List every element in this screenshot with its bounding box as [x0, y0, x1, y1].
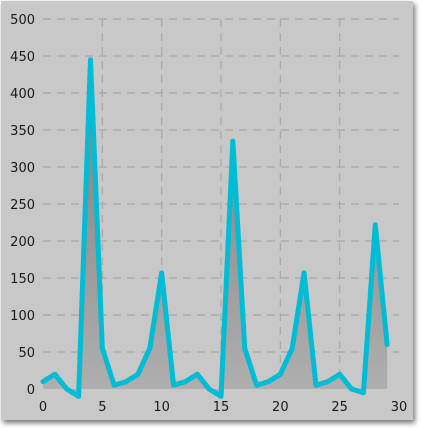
y-tick-label: 50	[18, 346, 35, 361]
y-tick-label: 0	[27, 383, 35, 398]
y-tick-label: 300	[10, 161, 35, 176]
x-tick-label: 25	[331, 400, 348, 415]
y-tick-label: 500	[10, 13, 35, 28]
y-tick-label: 450	[10, 50, 35, 65]
x-tick-label: 10	[153, 400, 170, 415]
x-tick-label: 5	[98, 400, 106, 415]
grid	[43, 18, 399, 389]
x-tick-label: 15	[213, 400, 230, 415]
x-tick-label: 20	[272, 400, 289, 415]
y-tick-label: 100	[10, 309, 35, 324]
chart-card	[1, 1, 413, 420]
y-tick-label: 150	[10, 272, 35, 287]
series-line	[40, 57, 390, 399]
y-tick-label: 400	[10, 87, 35, 102]
line-layer	[40, 57, 390, 399]
x-tick-label: 0	[39, 400, 47, 415]
y-tick-label: 250	[10, 198, 35, 213]
series-area	[43, 59, 388, 397]
x-axis-ticks: 0 5 10 15 20 25 30	[39, 400, 407, 415]
y-tick-label: 350	[10, 124, 35, 139]
y-axis-ticks: 0 50 100 150 200 250 300 350 400 450 500	[10, 13, 35, 398]
x-tick-label: 30	[391, 400, 408, 415]
y-tick-label: 200	[10, 235, 35, 250]
area-layer	[43, 59, 388, 397]
